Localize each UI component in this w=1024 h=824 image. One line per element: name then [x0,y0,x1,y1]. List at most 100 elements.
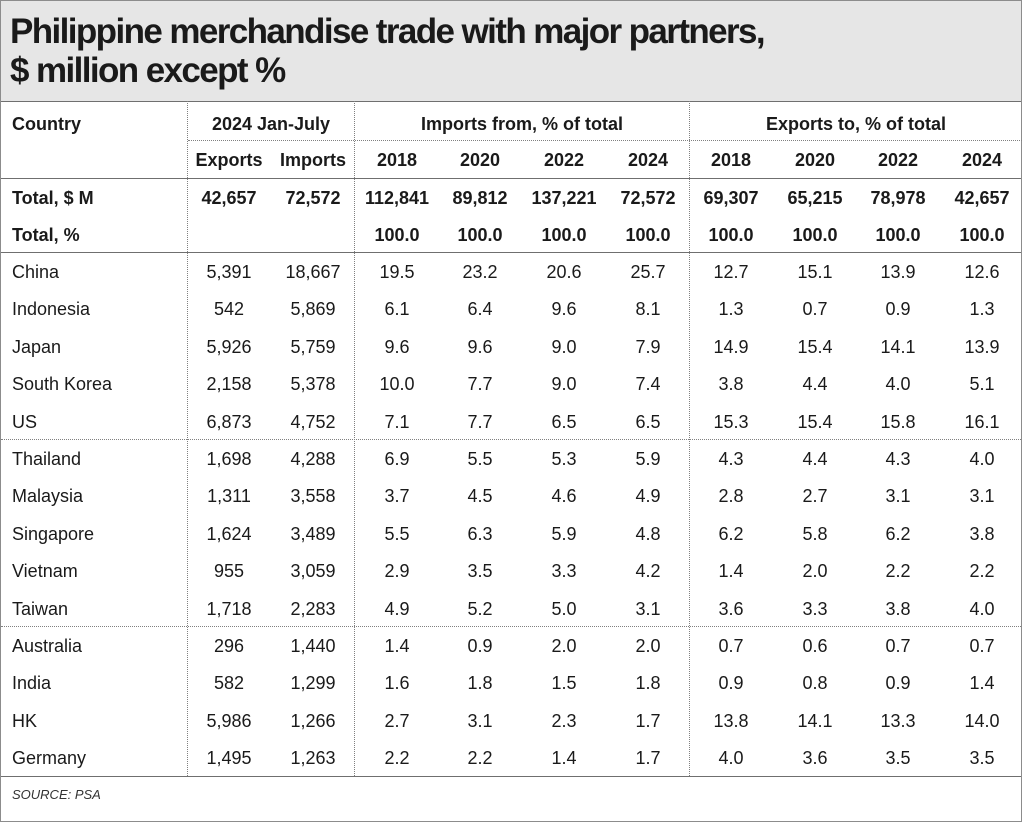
country-label: China [12,262,60,282]
table-cell: 1.6 [384,673,410,693]
total-row-cell: 78,978 [870,188,926,208]
total-row-cell: 100.0 [959,225,1005,245]
table-cell: 3,489 [290,524,336,544]
table-cell: 6.4 [467,299,493,319]
table-cell: 1.4 [551,748,577,768]
title-band [1,1,1021,101]
subheader-cell: Imports [279,150,346,170]
table-cell: 14.1 [880,337,916,357]
subheader-cell: 2018 [710,150,752,170]
table-cell: 3.8 [718,374,744,394]
table-cell: 1,299 [290,673,336,693]
table-cell: 7.9 [635,337,661,357]
table-cell: 5.2 [467,599,493,619]
table-cell: 15.8 [880,412,916,432]
table-cell: 955 [213,561,245,581]
rule-table-bottom [1,776,1021,777]
header-country: Country [12,114,81,134]
table-cell: 1.4 [384,636,410,656]
total-row-cell: 72,572 [285,188,341,208]
table-cell: 5,378 [290,374,336,394]
table-cell: 6,873 [206,412,252,432]
table-cell: 3.5 [467,561,493,581]
table-cell: 1.7 [635,711,661,731]
subheader-cell: 2020 [794,150,836,170]
total-row-cell: 100.0 [374,225,420,245]
table-cell: 4.9 [635,486,661,506]
table-cell: 4.3 [718,449,744,469]
subheader-cell: Exports [195,150,263,170]
table-cell: 5.9 [551,524,577,544]
table-cell: 2.7 [802,486,828,506]
country-label: South Korea [12,374,113,394]
country-label: HK [12,711,38,731]
country-label: Vietnam [12,561,78,581]
table-cell: 5,391 [206,262,252,282]
table-cell: 6.5 [635,412,661,432]
table-cell: 5.0 [551,599,577,619]
table-cell: 2.2 [467,748,493,768]
total-row-cell: 69,307 [703,188,759,208]
table-cell: 15.4 [797,337,833,357]
table-cell: 4.0 [718,748,744,768]
table-cell: 4.5 [467,486,493,506]
table-cell: 9.6 [551,299,577,319]
table-cell: 6.2 [718,524,744,544]
table-cell: 296 [213,636,245,656]
table-cell: 1.4 [718,561,744,581]
table-cell: 2,283 [290,599,336,619]
table-cell: 1.3 [969,299,995,319]
table-cell: 13.3 [880,711,916,731]
table-cell: 4.4 [802,449,828,469]
table-cell: 0.9 [885,299,911,319]
total-row-cell: 72,572 [620,188,676,208]
total-row-cell: 65,215 [787,188,843,208]
table-cell: 2.2 [885,561,911,581]
table-cell: 1,698 [206,449,252,469]
table-cell: 1,263 [290,748,336,768]
table-cell: 9.0 [551,337,577,357]
table-cell: 5.3 [551,449,577,469]
table-cell: 12.7 [713,262,749,282]
table-cell: 4.0 [969,449,995,469]
table-cell: 1,718 [206,599,252,619]
header-ytd: 2024 Jan-July [211,114,331,134]
country-label: Australia [12,636,83,656]
table-cell: 7.7 [467,374,493,394]
table-cell: 6.5 [551,412,577,432]
table-cell: 3.7 [384,486,410,506]
table-cell: 1.7 [635,748,661,768]
table-cell: 3.6 [802,748,828,768]
total-row-cell: 100.0 [875,225,921,245]
rule-header-bottom [1,178,1021,179]
table-cell: 3.1 [467,711,493,731]
table-cell: 25.7 [630,262,666,282]
table-cell: 6.2 [885,524,911,544]
country-label: Malaysia [12,486,84,506]
table-cell: 3.3 [551,561,577,581]
table-cell: 8.1 [635,299,661,319]
table-cell: 1.8 [635,673,661,693]
table-cell: 2.8 [718,486,744,506]
table-cell: 5.9 [635,449,661,469]
table-cell: 5,869 [290,299,336,319]
table-cell: 1,440 [290,636,336,656]
total-row-cell [273,221,353,249]
table-cell: 2.0 [802,561,828,581]
header-exports: Exports to, % of total [766,114,946,134]
country-label: Thailand [12,449,82,469]
chart-title: Philippine merchandise trade with major … [10,12,766,90]
table-cell: 3.8 [885,599,911,619]
rule-group-1 [1,439,1021,440]
table-cell: 7.1 [384,412,410,432]
table-cell: 14.1 [797,711,833,731]
table-cell: 3.5 [885,748,911,768]
rule-group-2 [1,626,1021,627]
country-label: India [12,673,52,693]
table-cell: 2.2 [969,561,995,581]
table-cell: 18,667 [285,262,341,282]
table-cell: 0.7 [969,636,995,656]
table-cell: 19.5 [379,262,415,282]
total-row-cell: 100.0 [625,225,671,245]
